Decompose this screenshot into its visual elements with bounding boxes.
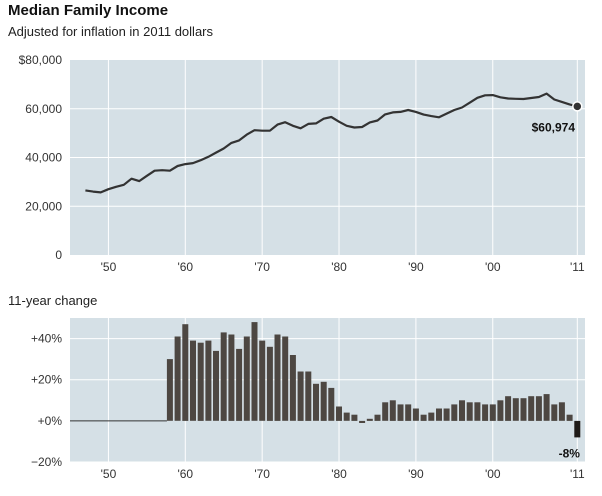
change-x-tick-label: '90: [408, 467, 424, 481]
change-bar: [190, 340, 196, 421]
change-bar: [505, 396, 512, 421]
change-bar: [382, 402, 389, 421]
change-bar: [336, 406, 342, 421]
change-bar: [220, 332, 227, 421]
change-y-tick-label: +0%: [38, 414, 63, 428]
income-y-axis: 0 20,000 40,000 60,000 $80,000: [19, 53, 63, 262]
change-chart-title: 11-year change: [8, 293, 98, 308]
change-x-axis: '50 '60 '70 '80 '90 '00 '11: [101, 467, 585, 481]
change-bar: [489, 404, 496, 421]
income-x-tick-label: '70: [254, 260, 270, 274]
change-bar: [482, 404, 489, 421]
income-x-tick-label: '60: [177, 260, 193, 274]
change-bar: [528, 396, 535, 421]
income-x-tick-label: '11: [570, 260, 585, 274]
income-series-line: [85, 92, 578, 194]
change-bar: [366, 418, 373, 421]
change-bar: [374, 414, 381, 421]
change-bar: [197, 342, 204, 421]
change-bar: [266, 346, 273, 421]
change-bar: [182, 324, 189, 421]
change-bar: [459, 400, 465, 421]
change-y-tick-label: +20%: [31, 373, 62, 387]
change-bar: [497, 400, 504, 421]
income-y-tick-label: 40,000: [25, 151, 62, 165]
change-bar: [405, 404, 412, 421]
change-bar: [543, 394, 550, 421]
change-bar: [412, 408, 419, 421]
change-x-tick-label: '00: [485, 467, 501, 481]
change-bar: [274, 334, 281, 421]
change-x-tick-label: '50: [101, 467, 117, 481]
change-bar: [535, 396, 542, 421]
income-y-tick-label: 0: [55, 248, 62, 262]
change-bar: [236, 348, 243, 421]
chart-title: Median Family Income: [8, 2, 169, 19]
income-y-tick-label: 60,000: [25, 102, 62, 116]
change-bar: [251, 322, 258, 421]
change-bar: [443, 408, 450, 421]
change-bar: [520, 398, 527, 421]
income-end-point: [572, 101, 583, 112]
change-bar: [243, 336, 250, 421]
income-x-tick-label: '80: [331, 260, 347, 274]
income-x-tick-label: '90: [408, 260, 424, 274]
change-x-tick-label: '70: [254, 467, 270, 481]
change-bar: [297, 371, 304, 421]
income-x-tick-label: '50: [101, 260, 117, 274]
income-y-tick-label: $80,000: [19, 53, 63, 67]
change-bar: [166, 359, 173, 421]
change-bar: [343, 412, 350, 421]
change-y-tick-label: −20%: [31, 455, 62, 469]
change-bar: [305, 371, 312, 421]
change-bar: [313, 383, 319, 421]
chart-subtitle: Adjusted for inflation in 2011 dollars: [8, 24, 213, 39]
change-x-tick-label: '11: [570, 467, 585, 481]
change-bar: [282, 336, 289, 421]
change-bar: [466, 402, 473, 421]
income-x-axis: '50 '60 '70 '80 '90 '00 '11: [101, 260, 585, 274]
change-bar: [205, 340, 212, 421]
income-end-label: $60,974: [532, 120, 576, 134]
change-bar: [566, 414, 573, 421]
change-bar: [397, 404, 404, 421]
change-bar: [451, 404, 458, 421]
income-gridlines: [70, 60, 585, 255]
change-bar: [174, 336, 181, 421]
change-bar: [512, 398, 519, 421]
change-bar: [420, 414, 427, 421]
change-plot-area: [70, 318, 585, 462]
change-end-label: -8%: [559, 446, 581, 460]
change-bar: [351, 414, 358, 421]
change-bar: [259, 340, 266, 421]
change-bar: [228, 334, 235, 421]
income-y-tick-label: 20,000: [25, 199, 62, 213]
change-bar: [558, 402, 565, 421]
change-x-tick-label: '80: [331, 467, 347, 481]
change-bar: [436, 408, 442, 421]
change-y-tick-label: +40%: [31, 332, 62, 346]
change-bar: [213, 350, 219, 421]
income-x-tick-label: '00: [485, 260, 501, 274]
change-bars: [166, 322, 581, 438]
change-y-axis: −20% +0% +20% +40%: [31, 332, 62, 469]
change-bar: [289, 355, 296, 421]
change-bar: [389, 400, 396, 421]
change-bar: [474, 402, 481, 421]
change-bar: [320, 381, 327, 421]
change-bar: [551, 404, 558, 421]
change-x-tick-label: '60: [177, 467, 193, 481]
change-bar: [574, 420, 581, 438]
change-bar: [328, 387, 335, 421]
change-bar: [359, 420, 366, 423]
change-bar: [428, 412, 435, 421]
